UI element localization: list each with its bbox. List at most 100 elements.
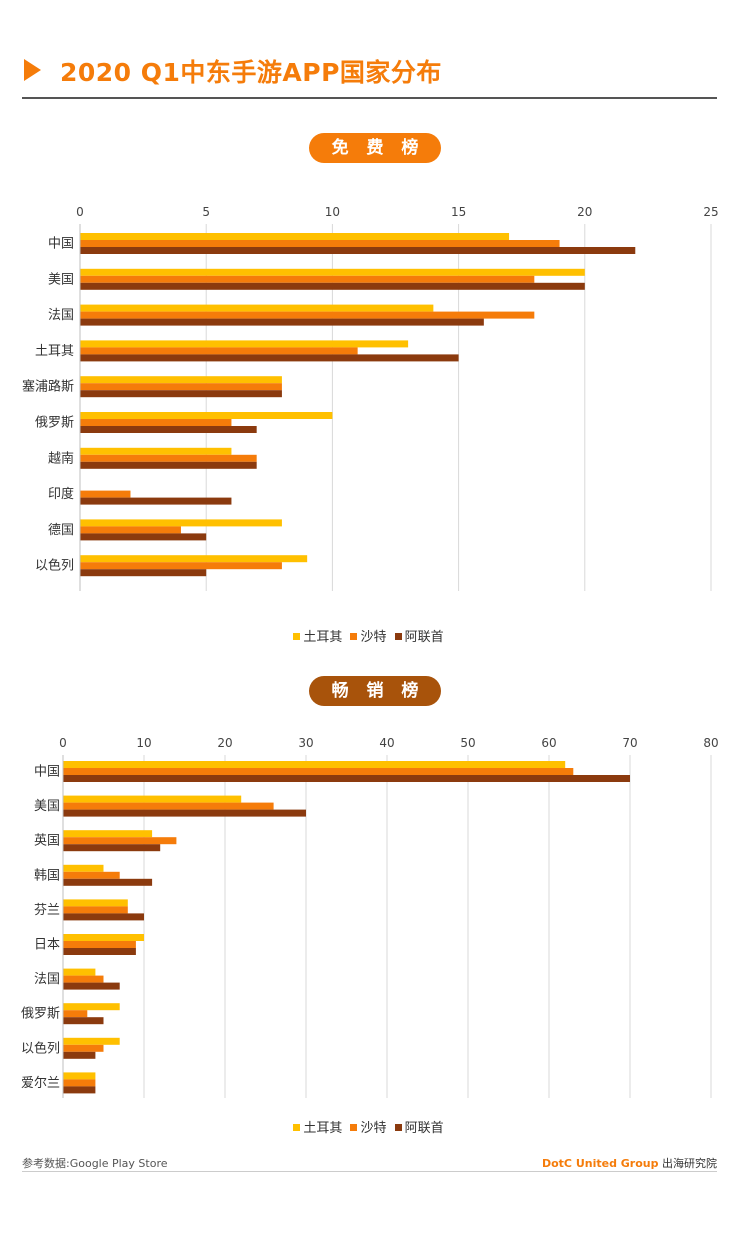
tick-label: 15	[451, 205, 466, 219]
tick-label: 30	[298, 736, 313, 750]
legend-swatch-saudi	[350, 633, 358, 640]
category-label: 印度	[48, 486, 74, 502]
bar-turkey	[63, 1037, 120, 1045]
legend-swatch-uae	[394, 633, 402, 640]
bar-saudi	[63, 906, 128, 914]
bar-saudi	[63, 941, 136, 948]
category-label: 芬兰	[34, 903, 60, 918]
grossing-chart-legend: 土耳其 沙特 阿联首	[0, 1117, 737, 1136]
tick-label: 5	[202, 205, 210, 219]
source-note: 参考数据:Google Play Store	[22, 1157, 168, 1170]
category-label: 中国	[34, 765, 60, 780]
page-title: 2020 Q1中东手游APP国家分布	[60, 58, 442, 87]
tick-label: 40	[379, 736, 394, 750]
bar-turkey	[80, 304, 434, 312]
category-label: 法国	[34, 972, 60, 987]
legend-label-uae: 阿联首	[404, 630, 444, 645]
bar-turkey	[80, 340, 409, 348]
bar-saudi	[63, 1044, 104, 1052]
category-label: 法国	[48, 308, 74, 323]
tick-label: 0	[59, 736, 67, 750]
category-label: 以色列	[35, 558, 74, 574]
bar-saudi	[80, 240, 560, 247]
category-label: 越南	[48, 450, 74, 466]
bar-saudi	[63, 975, 104, 983]
category-label: 以色列	[21, 1040, 60, 1056]
bar-turkey	[80, 519, 282, 527]
bar-uae	[80, 426, 257, 433]
bar-turkey	[63, 761, 566, 768]
bar-turkey	[80, 555, 308, 563]
bar-uae	[80, 461, 257, 469]
bar-saudi	[80, 383, 282, 391]
legend-item-saudi: 沙特	[350, 626, 387, 645]
legend-swatch-turkey	[293, 633, 301, 640]
bar-saudi	[80, 490, 131, 498]
bar-uae	[63, 878, 153, 886]
bar-uae	[63, 913, 144, 921]
bar-saudi	[63, 837, 177, 845]
bar-saudi	[80, 311, 535, 319]
section-label-free: 免 费 榜	[309, 133, 441, 163]
footer: 参考数据:Google Play Store DotC United Group…	[22, 1155, 717, 1175]
legend-item-uae: 阿联首	[394, 1117, 444, 1136]
bar-uae	[80, 533, 207, 541]
legend-label-turkey: 土耳其	[303, 1121, 343, 1136]
category-label: 英国	[34, 834, 60, 849]
bar-saudi	[80, 526, 181, 534]
bar-uae	[63, 809, 306, 817]
footer-divider	[22, 1171, 717, 1172]
category-label: 爱尔兰	[21, 1076, 60, 1091]
bar-uae	[63, 982, 120, 990]
tick-label: 60	[541, 736, 556, 750]
bar-saudi	[63, 802, 274, 810]
bar-saudi	[80, 275, 535, 283]
bar-uae	[80, 390, 282, 398]
legend-swatch-saudi	[350, 1124, 358, 1131]
bar-uae	[63, 948, 136, 955]
tick-label: 10	[136, 736, 151, 750]
bar-uae	[80, 318, 484, 326]
bar-turkey	[80, 376, 282, 384]
legend-label-turkey: 土耳其	[303, 630, 343, 645]
bar-uae	[63, 844, 161, 852]
bar-saudi	[63, 1079, 96, 1087]
page-header: 2020 Q1中东手游APP国家分布	[22, 50, 717, 100]
bar-turkey	[63, 1072, 96, 1080]
bar-saudi	[80, 419, 232, 426]
bar-saudi	[63, 1010, 88, 1018]
bar-uae	[80, 247, 636, 254]
tick-label: 25	[703, 205, 718, 219]
bar-turkey	[63, 864, 104, 872]
bar-saudi	[63, 768, 574, 775]
legend-swatch-uae	[394, 1124, 402, 1131]
triangle-marker-icon	[24, 59, 41, 81]
brand-name: DotC United Group	[541, 1157, 659, 1170]
bar-turkey	[63, 934, 144, 941]
category-label: 美国	[34, 799, 60, 814]
legend-item-uae: 阿联首	[394, 626, 444, 645]
tick-label: 20	[577, 205, 592, 219]
category-label: 美国	[48, 272, 74, 287]
tick-label: 80	[703, 736, 718, 750]
bar-turkey	[80, 447, 232, 455]
bar-uae	[80, 282, 585, 290]
bar-turkey	[63, 968, 96, 976]
bar-uae	[63, 775, 630, 782]
bar-saudi	[63, 871, 120, 879]
bar-turkey	[63, 1003, 120, 1011]
legend-swatch-turkey	[293, 1124, 301, 1131]
tick-label: 10	[325, 205, 340, 219]
free-chart-legend: 土耳其 沙特 阿联首	[0, 626, 737, 645]
category-label: 俄罗斯	[35, 416, 74, 431]
tick-label: 20	[217, 736, 232, 750]
bar-uae	[63, 1051, 96, 1059]
category-label: 韩国	[34, 868, 60, 883]
bar-uae	[80, 354, 459, 362]
category-label: 日本	[34, 938, 60, 953]
legend-label-uae: 阿联首	[404, 1121, 444, 1136]
tick-label: 0	[76, 205, 84, 219]
bar-uae	[80, 569, 207, 577]
legend-item-turkey: 土耳其	[293, 1117, 342, 1136]
